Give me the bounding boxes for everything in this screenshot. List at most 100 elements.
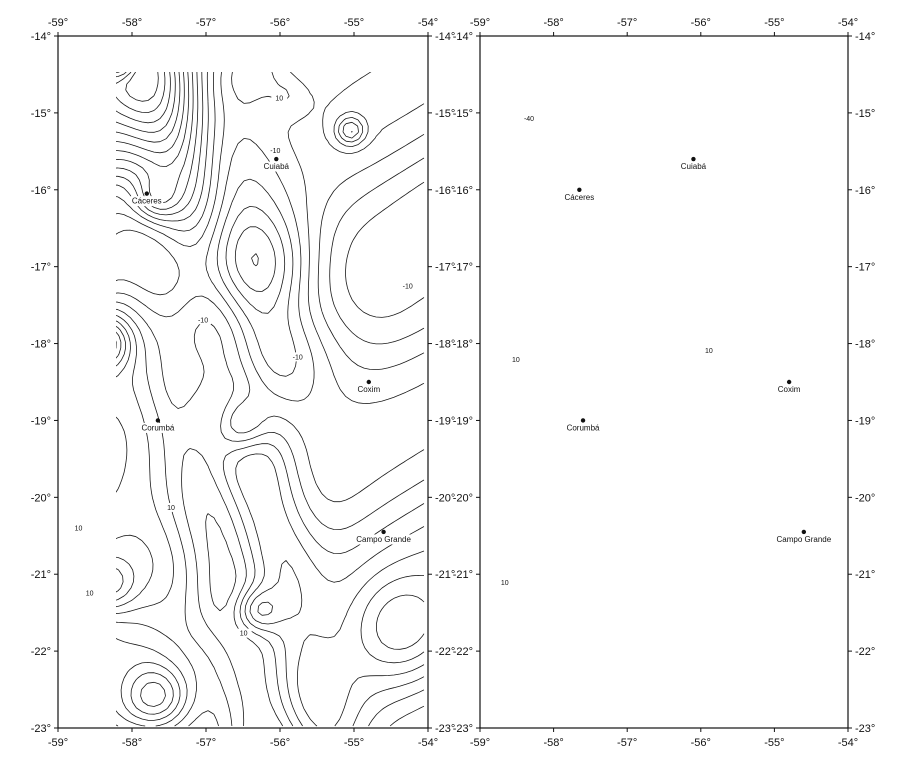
lat-tick-label-right: -14° bbox=[855, 31, 875, 43]
city-label-bg bbox=[355, 384, 382, 395]
contour-line bbox=[560, 55, 582, 80]
lat-tick-label-left: -17° bbox=[31, 262, 51, 274]
contour-label-bg bbox=[81, 588, 98, 598]
lat-tick-label-left: -22° bbox=[31, 646, 51, 658]
contour-line bbox=[116, 72, 425, 721]
contour-line bbox=[480, 36, 846, 716]
city-marker bbox=[274, 156, 279, 162]
lat-tick-label-left: -17° bbox=[453, 262, 473, 274]
contour-value-label: 10 bbox=[240, 631, 248, 638]
city-marker bbox=[366, 379, 371, 385]
lat-tick-label-right: -21° bbox=[855, 569, 875, 581]
lat-tick-label-right: -15° bbox=[435, 108, 455, 120]
contour-value-label: 10 bbox=[512, 357, 520, 364]
lon-tick-label-bottom: -54° bbox=[838, 737, 858, 749]
contour-line bbox=[116, 72, 425, 650]
city-label: Cáceres bbox=[132, 197, 162, 206]
contour-line bbox=[519, 81, 691, 710]
contour-line bbox=[480, 36, 846, 726]
contour-label-bg bbox=[521, 113, 538, 123]
right-contour-map: -59° -59° -58° -58° -57° -57° -56° -56° -55° -55°… bbox=[453, 17, 876, 749]
contour-line bbox=[251, 253, 259, 267]
city-label-bg bbox=[354, 534, 413, 545]
city-label-bg bbox=[774, 534, 834, 545]
lon-tick-label-bottom: -57° bbox=[196, 737, 216, 749]
lat-tick-label-right: -14° bbox=[435, 31, 455, 43]
contour-line bbox=[480, 36, 846, 726]
city-marker bbox=[155, 418, 161, 423]
lat-tick-label-right: -18° bbox=[435, 339, 455, 351]
contour-line bbox=[225, 121, 359, 314]
city-label-bg bbox=[562, 192, 596, 203]
lon-tick-label-bottom: -58° bbox=[543, 737, 563, 749]
contour-line bbox=[116, 72, 171, 124]
city-label: Cáceres bbox=[564, 193, 594, 202]
contour-value-label: 10 bbox=[167, 505, 175, 512]
city-marker bbox=[801, 529, 807, 535]
contour-line bbox=[547, 183, 608, 656]
contour-line bbox=[116, 72, 185, 349]
lon-tick-label-top: -55° bbox=[764, 17, 784, 29]
lon-tick-label-bottom: -54° bbox=[418, 737, 438, 749]
city-label-bg bbox=[139, 422, 177, 433]
contour-value-label: 10 bbox=[75, 525, 83, 532]
contour-line bbox=[556, 51, 585, 86]
lat-tick-label-left: -20° bbox=[453, 492, 473, 504]
contour-value-label: -10 bbox=[293, 354, 303, 361]
contour-line bbox=[520, 36, 818, 670]
city-marker bbox=[786, 379, 792, 385]
contour-line bbox=[116, 72, 425, 727]
lat-tick-label-left: -23° bbox=[453, 723, 473, 735]
contour-value-label: -40 bbox=[524, 116, 534, 123]
lon-tick-label-bottom: -57° bbox=[617, 737, 637, 749]
city-label: Coxim bbox=[357, 385, 380, 394]
contour-line bbox=[234, 130, 353, 292]
lon-tick-label-top: -57° bbox=[617, 17, 637, 29]
lon-tick-label-bottom: -56° bbox=[270, 737, 290, 749]
lon-tick-label-bottom: -58° bbox=[122, 737, 142, 749]
lon-tick-label-top: -58° bbox=[122, 17, 142, 29]
city-marker bbox=[580, 418, 586, 423]
contour-value-label: 10 bbox=[86, 591, 94, 598]
lat-tick-label-right: -16° bbox=[435, 185, 455, 197]
lat-tick-label-right: -22° bbox=[435, 646, 455, 658]
lat-tick-label-left: -18° bbox=[31, 339, 51, 351]
contour-line bbox=[554, 190, 594, 640]
lon-tick-label-top: -57° bbox=[196, 17, 216, 29]
city-label-bg bbox=[679, 161, 709, 172]
contour-label-bg bbox=[271, 93, 288, 103]
contour-line bbox=[480, 36, 846, 726]
contour-label-bg bbox=[235, 628, 252, 638]
contour-value-label: -10 bbox=[403, 284, 413, 291]
lat-tick-label-right: -23° bbox=[855, 723, 875, 735]
contour-label-bg bbox=[289, 352, 306, 362]
city-label-bg bbox=[565, 422, 602, 433]
contour-line bbox=[125, 72, 159, 102]
lat-tick-label-left: -21° bbox=[31, 569, 51, 581]
city-label: Cuiabá bbox=[264, 162, 290, 171]
lat-tick-label-left: -21° bbox=[453, 569, 473, 581]
contour-lines bbox=[116, 72, 425, 727]
lat-tick-label-left: -22° bbox=[453, 646, 473, 658]
contour-line bbox=[564, 202, 581, 219]
lon-tick-label-top: -59° bbox=[470, 17, 490, 29]
lat-tick-label-right: -17° bbox=[855, 262, 875, 274]
contour-line bbox=[116, 72, 425, 664]
lon-tick-label-top: -56° bbox=[270, 17, 290, 29]
city-label: Campo Grande bbox=[776, 535, 831, 544]
lat-tick-label-left: -15° bbox=[453, 108, 473, 120]
city-marker bbox=[381, 529, 386, 535]
lat-tick-label-right: -19° bbox=[435, 415, 455, 427]
lat-tick-label-left: -14° bbox=[31, 31, 51, 43]
lat-tick-label-right: -21° bbox=[435, 569, 455, 581]
lat-tick-label-left: -20° bbox=[31, 492, 51, 504]
contour-line bbox=[116, 72, 166, 113]
lat-tick-label-right: -17° bbox=[435, 262, 455, 274]
contour-value-label: 10 bbox=[705, 348, 713, 355]
contour-label-bg bbox=[496, 577, 513, 587]
lon-tick-label-top: -55° bbox=[344, 17, 364, 29]
contour-lines bbox=[480, 36, 846, 726]
contour-label-bg bbox=[195, 315, 212, 325]
lat-tick-label-left: -18° bbox=[453, 339, 473, 351]
